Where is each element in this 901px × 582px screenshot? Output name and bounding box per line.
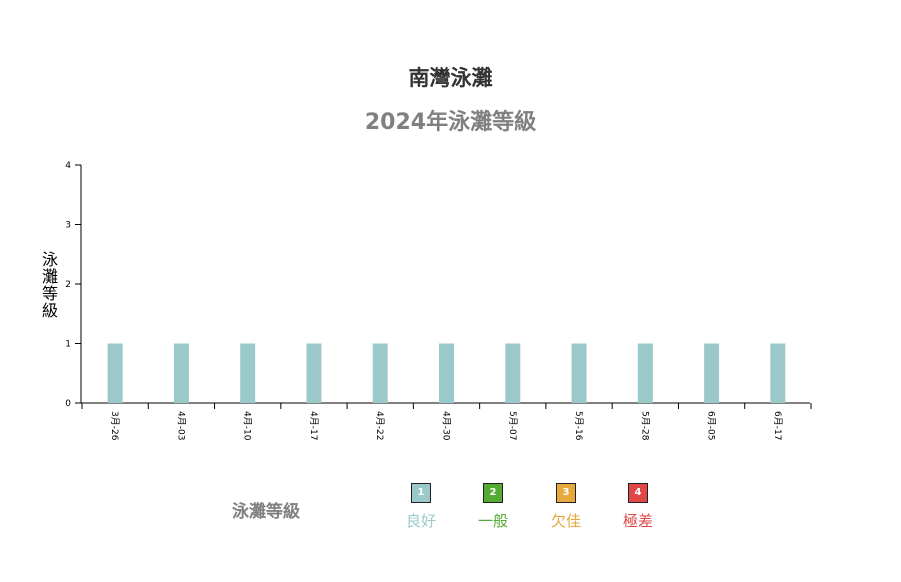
bar-chart: 泳灘等級 0 1 2 3 4 3月-26 4月-03 4月-10 4月-17 4月-22 4月-3… xyxy=(42,161,812,441)
bar xyxy=(306,343,322,403)
legend-label: 良好 xyxy=(405,512,436,530)
x-tick-label: 4月-03 xyxy=(175,411,186,440)
bar xyxy=(240,343,256,403)
x-tick-label: 3月-26 xyxy=(109,411,120,441)
y-tick-label: 3 xyxy=(65,221,71,231)
legend-item: 1 良好 xyxy=(391,483,451,531)
bar xyxy=(173,343,189,403)
chart-subtitle: 2024年泳灘等級 xyxy=(364,110,537,135)
page-title: 南灣泳灘 xyxy=(408,66,493,90)
legend-item: 3 欠佳 xyxy=(536,483,596,531)
x-axis: 3月-26 4月-03 4月-10 4月-17 4月-22 4月-30 5月-07 5月-16… xyxy=(75,402,812,441)
y-axis: 0 1 2 3 4 xyxy=(65,161,82,409)
bars xyxy=(107,343,786,403)
x-tick-label: 6月-05 xyxy=(706,411,717,440)
legend-swatch: 1 xyxy=(411,483,431,503)
legend-item: 2 一般 xyxy=(463,483,523,531)
y-tick-label: 4 xyxy=(65,161,71,171)
y-tick-label: 0 xyxy=(65,399,71,409)
bar xyxy=(372,343,388,403)
y-tick-label: 2 xyxy=(65,280,71,290)
bar xyxy=(571,343,587,403)
x-tick-label: 4月-10 xyxy=(242,411,253,441)
bar xyxy=(439,343,454,403)
x-tick-label: 6月-17 xyxy=(772,411,783,440)
legend-label: 一般 xyxy=(477,512,508,530)
x-tick-label: 4月-22 xyxy=(374,411,385,440)
legend-swatch: 2 xyxy=(483,483,503,503)
y-axis-label-char: 泳 xyxy=(42,250,58,269)
x-tick-label: 4月-30 xyxy=(441,411,452,441)
x-tick-label: 4月-17 xyxy=(308,411,319,440)
bar xyxy=(637,343,653,403)
legend-swatch: 4 xyxy=(628,483,648,503)
y-axis-label-char: 灘 xyxy=(42,267,58,286)
y-axis-label: 泳灘等級 xyxy=(42,250,58,320)
x-tick-label: 5月-07 xyxy=(507,411,518,440)
legend-label: 欠佳 xyxy=(550,512,581,530)
bar xyxy=(505,343,521,403)
x-tick-label: 5月-28 xyxy=(639,411,650,441)
y-axis-label-char: 等 xyxy=(42,284,58,303)
y-axis-label-char: 級 xyxy=(42,301,58,320)
bar xyxy=(107,343,123,403)
legend-swatch: 3 xyxy=(556,483,576,503)
legend-title: 泳灘等級 xyxy=(232,502,300,522)
legend-item: 4 極差 xyxy=(608,483,668,531)
y-tick-label: 1 xyxy=(65,340,71,350)
bar xyxy=(770,343,786,403)
bar xyxy=(704,343,720,403)
legend-label: 極差 xyxy=(622,512,653,530)
x-tick-label: 5月-16 xyxy=(573,411,584,441)
